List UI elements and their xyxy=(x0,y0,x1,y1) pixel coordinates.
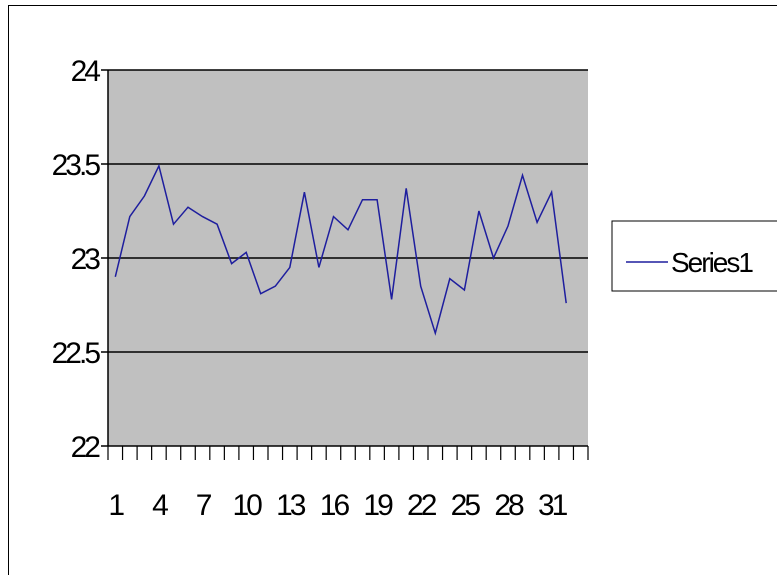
x-axis-ticks: 1 4 7 10 13 16 19 22 25 28 31 xyxy=(107,446,589,522)
gridlines xyxy=(108,69,588,353)
x-tick-label: 22 xyxy=(407,489,437,522)
x-tick-label: 28 xyxy=(494,489,524,522)
x-tick-label: 31 xyxy=(538,489,568,522)
x-tick-label: 13 xyxy=(276,489,306,522)
legend: Series1 xyxy=(611,220,777,292)
y-tick-label: 22 xyxy=(71,431,101,464)
y-tick-label: 23.5 xyxy=(52,149,101,182)
x-tick-label: 16 xyxy=(320,489,350,522)
x-tick-label: 25 xyxy=(451,489,481,522)
x-tick-label: 10 xyxy=(232,489,262,522)
y-tick-label: 22.5 xyxy=(52,337,101,370)
series1-line xyxy=(114,163,567,336)
legend-label-series1: Series1 xyxy=(671,247,753,278)
x-tick-label: 1 xyxy=(108,489,124,522)
x-tick-label: 19 xyxy=(363,489,393,522)
x-tick-label: 4 xyxy=(152,489,168,522)
y-axis-ticks: 22 22.5 23 23.5 24 xyxy=(52,55,108,464)
y-tick-label: 24 xyxy=(71,55,101,88)
x-tick-label: 7 xyxy=(196,489,212,522)
y-tick-label: 23 xyxy=(71,243,101,276)
legend-box xyxy=(611,220,777,292)
